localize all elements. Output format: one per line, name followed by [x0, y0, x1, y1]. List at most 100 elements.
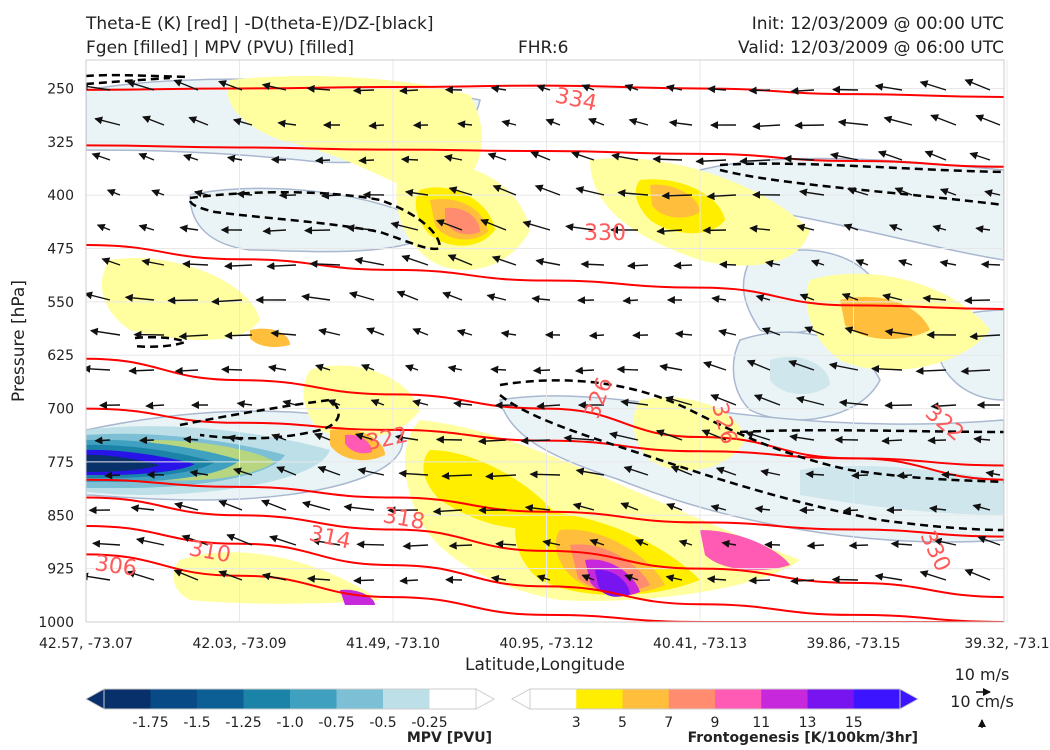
colorbar-swatch [197, 689, 244, 709]
forecast-hour: FHR:6 [518, 38, 569, 58]
colorbar-swatch [243, 689, 291, 709]
wind-vector [477, 437, 507, 446]
wind-vector [313, 432, 331, 441]
colorbar-swatch [668, 689, 716, 709]
wind-vector [145, 401, 165, 410]
dthetae-contour [86, 73, 191, 79]
wind-vector [309, 260, 341, 269]
wind-vector [142, 115, 165, 126]
theta-e-contour [86, 553, 1004, 622]
wind-vector [183, 153, 199, 162]
wind-vector [402, 541, 429, 550]
y-tick-label: 625 [47, 348, 74, 364]
wind-vector [442, 291, 463, 301]
theta-e-contour [86, 243, 1004, 310]
wind-vector [581, 574, 595, 582]
mpv-region [86, 454, 160, 472]
mpv-region [800, 465, 1004, 515]
wind-vector [706, 192, 737, 201]
wind-vector [348, 291, 375, 301]
wind-vector [545, 118, 561, 126]
colorbar-extend [899, 688, 920, 710]
wind-vector [788, 359, 815, 371]
wind-vector [360, 363, 375, 372]
wind-vector [530, 151, 551, 161]
wind-vector [617, 189, 649, 198]
wind-vector [306, 84, 331, 93]
wind-vector [616, 365, 639, 374]
wind-vector [665, 84, 683, 93]
wind-vector [703, 361, 727, 371]
wind-vector [789, 433, 815, 442]
colorbar-swatch [576, 689, 623, 709]
wind-vector [755, 294, 771, 302]
wind-key-vertical: 10 cm/s [950, 692, 1014, 711]
mpv-colorbar: -1.75 -1.5 -1.25 -1.0 -0.75 -0.5 -0.25 [84, 688, 496, 731]
colorbar-swatch [290, 689, 337, 709]
colorbar-tick-label: 5 [618, 715, 627, 731]
dthetae-contour [499, 379, 1004, 484]
wind-vector [321, 191, 341, 200]
theta-e-contour [86, 478, 1004, 538]
wind-vector [930, 114, 957, 126]
wind-vector [748, 576, 771, 585]
wind-vector [542, 538, 561, 547]
wind-vector [311, 537, 341, 546]
wind-vector [670, 465, 693, 476]
wind-vector [828, 361, 859, 371]
wind-vector [128, 366, 155, 375]
theta-e-contour [86, 524, 1004, 622]
colorbar-swatch [336, 689, 384, 709]
x-tick-label: 42.03, -73.09 [192, 636, 286, 652]
wind-vector [884, 401, 913, 410]
x-tick-label: 39.32, -73.1 [964, 636, 1049, 652]
wind-vector [232, 117, 253, 126]
wind-vector [804, 326, 825, 336]
wind-vector [306, 574, 331, 583]
dthetae-contour [719, 168, 1004, 207]
wind-vector [795, 395, 825, 406]
wind-vector [928, 504, 947, 513]
wind-vector [218, 499, 243, 511]
wind-vector [783, 154, 815, 163]
y-tick-label: 1000 [38, 615, 74, 631]
wind-vector [447, 364, 463, 373]
wind-vector [398, 469, 429, 478]
fgen-colorbar-label: Frontogenesis [K/100km/3hr] [688, 730, 918, 746]
wind-vector [524, 504, 551, 512]
wind-vector [883, 115, 913, 126]
fgen-region [345, 434, 372, 454]
title-line-1: Theta-E (K) [red] | -D(theta-E)/DZ-[blac… [86, 14, 434, 34]
wind-vector [710, 504, 727, 512]
wind-vector [261, 82, 287, 91]
wind-vector [790, 86, 815, 95]
wind-vector [86, 82, 111, 91]
wind-vector [315, 363, 331, 372]
wind-vector [304, 226, 331, 235]
wind-vector [173, 569, 199, 581]
wind-vector [915, 366, 947, 375]
wind-vector [589, 538, 605, 547]
wind-vector [572, 502, 595, 511]
colorbar-tick-label: -0.25 [411, 715, 447, 731]
wind-vector [890, 540, 913, 549]
wind-vector [963, 296, 991, 305]
colorbar-tick-label: -1.5 [183, 715, 210, 731]
wind-vector [719, 260, 737, 269]
colorbar-tick-label: 15 [845, 715, 863, 731]
wind-vector [224, 261, 253, 270]
wind-vector [270, 155, 287, 164]
wind-vector [805, 470, 825, 479]
wind-vector [830, 151, 859, 161]
wind-vector [701, 429, 727, 441]
wind-vector [394, 433, 419, 442]
wind-vector [104, 471, 121, 480]
wind-vector [227, 434, 243, 443]
wind-vector [399, 86, 419, 95]
wind-vector [354, 432, 375, 441]
wind-vector [138, 152, 155, 161]
colorbar-swatch [104, 689, 151, 709]
wind-vector [536, 401, 561, 410]
y-tick-label: 700 [47, 402, 74, 418]
